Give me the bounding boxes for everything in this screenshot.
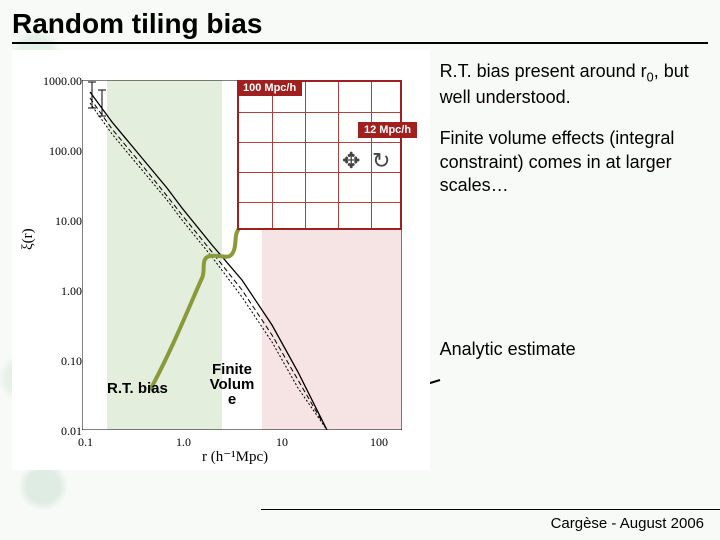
main-area: 1000.00 100.00 10.00 1.00 0.10 0.01 0.1 …	[12, 50, 708, 470]
slide-content: Random tiling bias 1000.00 100.00 10.00 …	[0, 0, 720, 478]
paragraph-analytic: Analytic estimate	[440, 338, 708, 361]
paragraph-rt-bias: R.T. bias present around r0, but well un…	[440, 60, 708, 109]
ytick: 0.01	[40, 424, 82, 439]
y-axis-label: ξ(r)	[20, 228, 37, 250]
correlation-chart: 1000.00 100.00 10.00 1.00 0.10 0.01 0.1 …	[12, 50, 430, 470]
paragraph-finite-volume: Finite volume effects (integral constrai…	[440, 127, 708, 197]
move-icon: ✥	[342, 148, 360, 174]
xtick: 10	[276, 435, 288, 450]
x-axis-label: r (h⁻¹Mpc)	[202, 447, 268, 466]
refresh-icon: ↻	[372, 148, 390, 174]
ytick: 1.00	[40, 284, 82, 299]
xtick: 100	[370, 435, 388, 450]
finite-volume-label: Finite Volum e	[207, 362, 257, 407]
xtick: 0.1	[78, 435, 93, 450]
slide-title: Random tiling bias	[12, 8, 708, 44]
footer: Cargèse - August 2006	[551, 515, 704, 532]
ytick: 1000.00	[40, 74, 82, 89]
explanation-text: R.T. bias present around r0, but well un…	[440, 50, 708, 379]
ytick: 0.10	[40, 354, 82, 369]
legend-100mpc: 100 Mpc/h	[237, 80, 302, 96]
legend-12mpc: 12 Mpc/h	[358, 122, 417, 138]
ytick: 100.00	[40, 144, 82, 159]
xtick: 1.0	[176, 435, 191, 450]
ytick: 10.00	[40, 214, 82, 229]
rt-bias-label: R.T. bias	[107, 380, 168, 397]
